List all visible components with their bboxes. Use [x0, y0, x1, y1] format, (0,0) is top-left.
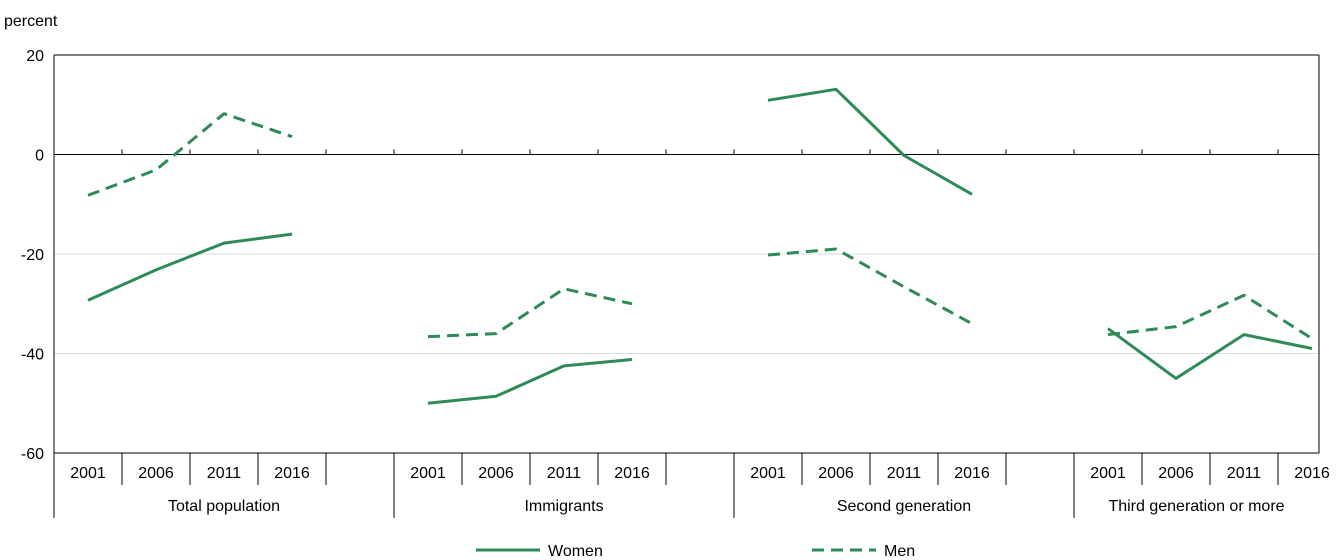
- series-line-women: [767, 87, 973, 196]
- x-tick-label: 2016: [614, 465, 650, 482]
- y-tick-label: -60: [21, 446, 44, 463]
- x-tick-label: 2011: [547, 465, 582, 482]
- series-line-men: [87, 112, 293, 197]
- x-tick-label: 2016: [1294, 465, 1330, 482]
- x-tick-label: 2006: [478, 465, 514, 482]
- series-line-men: [1107, 293, 1313, 340]
- series-line-women: [427, 358, 633, 405]
- x-tick-label: 2011: [207, 465, 242, 482]
- y-tick-label: 0: [35, 148, 44, 165]
- group-label: Third generation or more: [1108, 498, 1284, 515]
- y-tick-label: -40: [21, 347, 44, 364]
- x-tick-label: 2006: [818, 465, 854, 482]
- y-tick-label: 20: [26, 48, 44, 65]
- x-tick-label: 2001: [410, 465, 446, 482]
- group-label: Total population: [168, 498, 280, 515]
- grid-layer: [54, 54, 1319, 354]
- x-tick-label: 2011: [1227, 465, 1262, 482]
- x-tick-label: 2006: [1158, 465, 1194, 482]
- group-label: Immigrants: [524, 498, 603, 515]
- series-line-men: [767, 247, 973, 326]
- group-label: Second generation: [837, 498, 971, 515]
- x-tick-label: 2016: [954, 465, 990, 482]
- x-tick-label: 2001: [750, 465, 786, 482]
- y-tick-label: -20: [21, 247, 44, 264]
- x-tick-label: 2001: [70, 465, 106, 482]
- legend: Women Men: [476, 543, 915, 560]
- legend-label-women: Women: [548, 543, 603, 560]
- x-tick-label: 2001: [1090, 465, 1126, 482]
- series-line-women: [87, 232, 293, 302]
- series-line-men: [427, 287, 633, 339]
- x-tick-label: 2006: [138, 465, 174, 482]
- y-axis-label: percent: [4, 13, 58, 30]
- axis-layer: 20 0 -20 -40 -60 2001 2006 2011 2016 Total popula…: [21, 48, 1330, 518]
- legend-label-men: Men: [884, 543, 915, 560]
- series-line-women: [1107, 327, 1313, 380]
- x-tick-label: 2011: [887, 465, 922, 482]
- x-tick-label: 2016: [274, 465, 310, 482]
- series-layer: [87, 87, 1313, 405]
